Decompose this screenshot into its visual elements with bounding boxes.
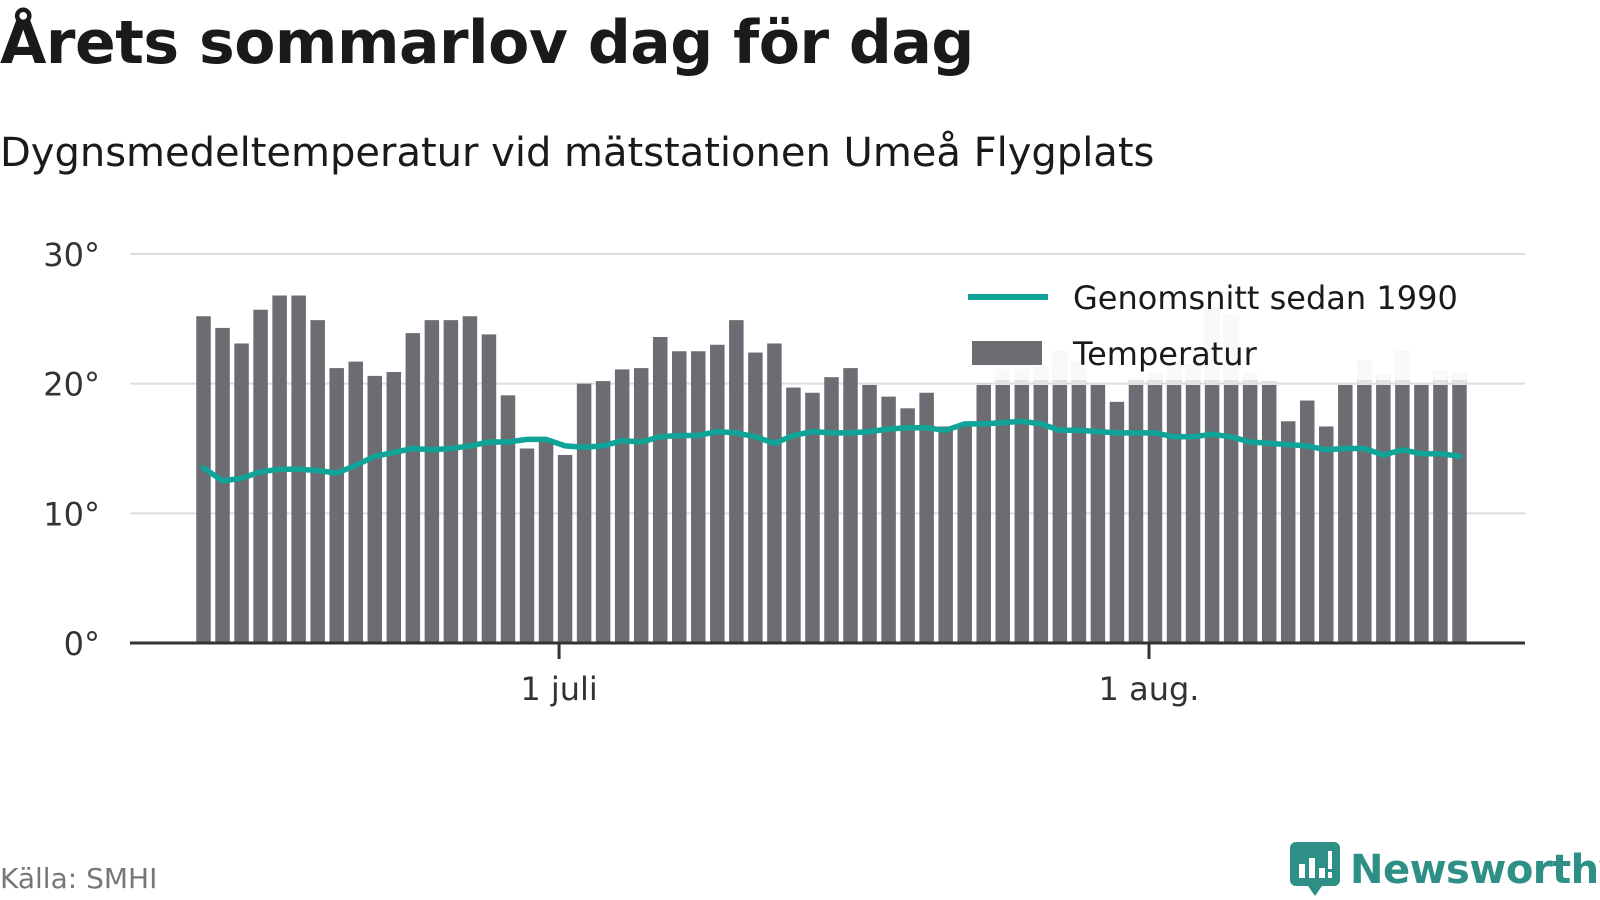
temperature-bar bbox=[1223, 314, 1239, 643]
temperature-bar bbox=[1299, 400, 1315, 643]
temperature-bar bbox=[938, 426, 953, 643]
source-label: Källa: SMHI bbox=[0, 862, 158, 895]
temperature-bar bbox=[691, 351, 706, 643]
temperature-bar bbox=[862, 384, 877, 643]
temperature-bar bbox=[976, 383, 991, 643]
brand-logo[interactable]: Newsworthy bbox=[1290, 842, 1600, 898]
legend-bar-swatch bbox=[972, 341, 1042, 365]
temperature-bar bbox=[1452, 373, 1467, 643]
x-tick-label: 1 aug. bbox=[1099, 670, 1200, 708]
legend-label-average: Genomsnitt sedan 1990 bbox=[1073, 279, 1458, 317]
temperature-bar bbox=[710, 344, 725, 643]
temperature-bar bbox=[652, 336, 668, 643]
temperature-bar bbox=[215, 327, 230, 643]
temperature-bar bbox=[329, 368, 344, 643]
temperature-bar bbox=[519, 448, 535, 643]
temperature-bar bbox=[1185, 364, 1201, 643]
temperature-bar bbox=[767, 343, 782, 643]
temperature-bar bbox=[1166, 361, 1182, 643]
temperature-bar bbox=[1395, 351, 1410, 643]
temperature-bar-faded bbox=[1128, 378, 1144, 385]
temperature-bar bbox=[234, 343, 249, 643]
temperature-bar bbox=[1242, 373, 1258, 643]
temperature-bar bbox=[1128, 378, 1144, 643]
temperature-bar bbox=[1414, 384, 1429, 643]
temperature-bar bbox=[995, 369, 1011, 643]
temperature-bar bbox=[310, 320, 325, 643]
temperature-bar bbox=[957, 425, 972, 643]
temperature-bar bbox=[443, 320, 459, 643]
temperature-bar bbox=[367, 375, 383, 643]
temperature-bar bbox=[424, 320, 440, 643]
temperature-bar bbox=[462, 316, 478, 643]
temperature-bar-faded bbox=[1261, 381, 1277, 385]
temperature-bar bbox=[196, 316, 211, 643]
temperature-bar bbox=[481, 334, 497, 643]
chart-subtitle: Dygnsmedeltemperatur vid mätstationen Um… bbox=[0, 130, 1155, 176]
temperature-bar bbox=[1357, 360, 1372, 643]
y-tick-label: 0° bbox=[64, 625, 100, 663]
temperature-bar bbox=[805, 392, 820, 643]
temperature-bar bbox=[672, 351, 687, 643]
temperature-bar bbox=[348, 361, 363, 643]
temperature-bar bbox=[843, 368, 858, 643]
temperature-bar bbox=[595, 381, 611, 643]
temperature-chart: 0° 10° 20° 30° 1 juli 1 aug. Genomsnitt sedan … bbox=[43, 236, 1525, 708]
temperature-bar-faded bbox=[976, 383, 991, 385]
temperature-bar bbox=[881, 396, 896, 643]
temperature-bar bbox=[1319, 426, 1334, 643]
temperature-bar bbox=[1109, 401, 1125, 643]
temperature-bar bbox=[1052, 351, 1068, 643]
temperature-bar bbox=[1376, 374, 1391, 643]
temperature-bar bbox=[500, 395, 516, 643]
temperature-bar bbox=[1071, 361, 1087, 643]
temperature-bar bbox=[1338, 384, 1353, 643]
temperature-bar bbox=[538, 442, 554, 643]
temperature-bar bbox=[900, 408, 915, 643]
temperature-bar bbox=[1280, 421, 1296, 643]
temperature-bar bbox=[557, 454, 573, 643]
temperature-bar bbox=[824, 377, 839, 643]
temperature-bar bbox=[386, 371, 402, 643]
newsworthy-bar-chart-logo-icon bbox=[1290, 842, 1340, 896]
x-tick-label: 1 juli bbox=[520, 670, 597, 708]
temperature-bar bbox=[253, 309, 268, 643]
temperature-bar bbox=[1033, 366, 1049, 643]
temperature-bar bbox=[919, 392, 934, 643]
temperature-bar bbox=[729, 320, 744, 643]
temperature-bar bbox=[1147, 373, 1163, 643]
y-tick-label: 30° bbox=[43, 236, 100, 274]
temperature-bar bbox=[1204, 307, 1220, 643]
average-line bbox=[200, 418, 1463, 484]
legend-label-temperature: Temperatur bbox=[1072, 335, 1258, 373]
temperature-bar bbox=[405, 333, 421, 643]
temperature-bar bbox=[1433, 370, 1448, 643]
temperature-bar bbox=[614, 369, 630, 643]
temperature-bar bbox=[576, 383, 592, 643]
y-tick-label: 20° bbox=[43, 366, 100, 404]
brand-name: Newsworthy bbox=[1350, 847, 1600, 893]
chart-title: Årets sommarlov dag för dag bbox=[0, 8, 974, 78]
temperature-bar bbox=[1014, 369, 1030, 643]
temperature-bar bbox=[1261, 381, 1277, 643]
temperature-bar bbox=[1090, 384, 1106, 643]
temperature-bar bbox=[748, 352, 763, 643]
y-tick-label: 10° bbox=[43, 495, 100, 533]
temperature-bar bbox=[633, 368, 649, 643]
temperature-bar bbox=[786, 387, 801, 643]
